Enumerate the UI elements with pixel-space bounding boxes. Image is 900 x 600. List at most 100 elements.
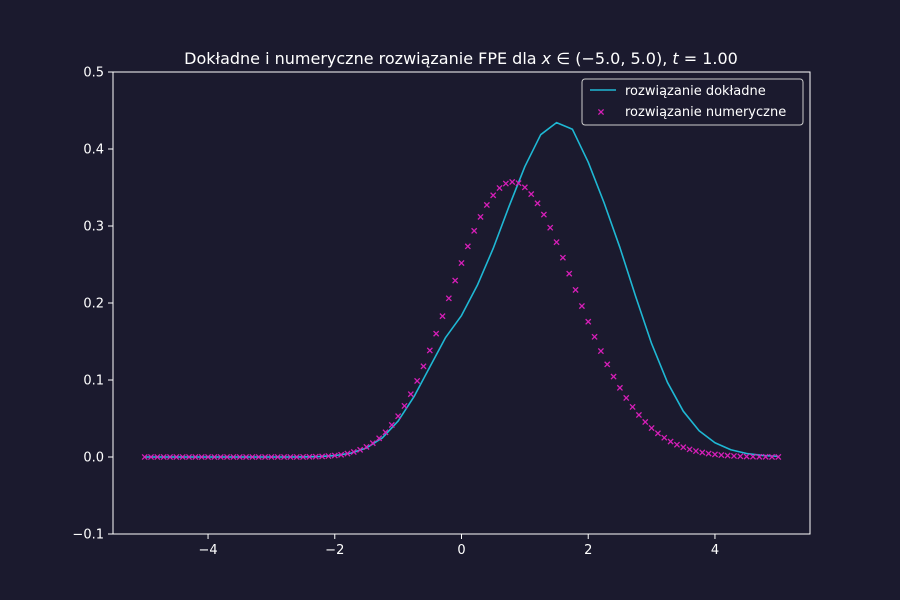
numeric-point: [211, 453, 218, 461]
numeric-point: [179, 453, 186, 461]
numeric-point: [452, 277, 459, 284]
numeric-point: [306, 453, 313, 460]
numeric-point: [483, 201, 490, 209]
numeric-point: [610, 373, 617, 380]
x-tick-label: 0: [457, 543, 465, 558]
numeric-point: [192, 453, 199, 461]
numeric-point: [680, 444, 687, 451]
numeric-point: [604, 361, 611, 368]
numeric-point: [255, 453, 262, 461]
numeric-point: [414, 377, 421, 384]
chart-title-prefix: Dokładne i numeryczne rozwiązanie FPE dl…: [184, 49, 542, 68]
numeric-point: [528, 191, 535, 198]
x-tick-label: 2: [584, 543, 592, 558]
numeric-point: [667, 438, 674, 445]
numeric-point: [718, 452, 725, 459]
numeric-point: [515, 180, 522, 187]
numeric-point: [395, 413, 402, 420]
numeric-point: [673, 441, 680, 448]
numeric-point: [439, 313, 446, 320]
y-tick-label: 0.4: [83, 143, 104, 158]
legend-exact-label: rozwiązanie dokładne: [625, 84, 766, 99]
numeric-point: [274, 453, 281, 461]
series-exact: [144, 121, 779, 458]
numeric-point: [464, 243, 471, 250]
numeric-point: [338, 451, 345, 458]
legend-numeric-swatch: [597, 108, 605, 116]
numeric-point: [711, 451, 719, 458]
numeric-point: [141, 453, 148, 461]
numeric-point: [312, 453, 319, 460]
numeric-point: [661, 434, 668, 441]
numeric-point: [559, 254, 566, 261]
x-tick-label: −2: [325, 543, 344, 558]
numeric-point: [350, 448, 357, 456]
numeric-point: [325, 453, 332, 460]
y-tick-label: −0.1: [72, 528, 104, 543]
numeric-point: [223, 453, 231, 461]
numeric-point: [692, 448, 700, 455]
numeric-point: [756, 453, 763, 460]
numeric-point: [509, 178, 516, 186]
numeric-point: [566, 270, 573, 277]
numeric-point: [648, 424, 655, 432]
numeric-point: [705, 450, 712, 457]
numeric-point: [553, 239, 560, 246]
numeric-point: [471, 227, 478, 234]
numeric-point: [401, 402, 408, 410]
numeric-point: [344, 450, 351, 457]
x-tick-label: 4: [711, 543, 719, 558]
chart-title-var-t: t: [672, 49, 679, 68]
numeric-point: [623, 394, 630, 402]
numeric-point: [363, 443, 370, 450]
numeric-point: [490, 192, 497, 199]
x-axis: −4 −2 0 2 4: [198, 534, 719, 558]
numeric-point: [262, 453, 269, 461]
numeric-point: [629, 403, 636, 411]
numeric-point: [572, 286, 579, 293]
numeric-point: [496, 184, 503, 192]
numeric-point: [287, 453, 294, 461]
numeric-point: [230, 453, 237, 461]
y-tick-label: 0.1: [83, 374, 104, 389]
numeric-point: [376, 435, 383, 442]
numeric-point: [534, 200, 541, 207]
chart-title: Dokładne i numeryczne rozwiązanie FPE dl…: [184, 49, 738, 68]
numeric-point: [699, 449, 706, 456]
numeric-point: [426, 347, 433, 354]
numeric-point: [369, 440, 376, 447]
numeric-point: [616, 384, 623, 391]
numeric-point: [458, 259, 465, 267]
numeric-point: [420, 363, 427, 370]
numeric-point: [166, 453, 174, 461]
numeric-point: [185, 453, 193, 461]
numeric-point: [281, 453, 288, 461]
numeric-point: [635, 411, 642, 419]
numeric-point: [243, 453, 250, 461]
numeric-point: [578, 302, 585, 310]
numeric-point: [433, 330, 440, 337]
numeric-point: [154, 453, 161, 461]
numeric-point: [382, 429, 389, 436]
legend-box: [581, 78, 804, 126]
numeric-point: [217, 453, 224, 461]
chart-title-mid: ∈ (−5.0, 5.0),: [551, 49, 672, 68]
numeric-point: [737, 453, 744, 460]
legend: rozwiązanie dokładne rozwiązanie numeryc…: [581, 78, 804, 126]
chart-title-var-x: x: [541, 49, 552, 68]
numeric-point: [768, 453, 776, 460]
numeric-point: [407, 391, 414, 398]
numeric-point: [585, 318, 592, 325]
numeric-point: [762, 453, 769, 460]
numeric-point: [357, 446, 364, 453]
numeric-point: [198, 453, 205, 461]
numeric-point: [268, 453, 275, 461]
numeric-point: [204, 453, 212, 461]
numeric-point: [686, 446, 693, 453]
numeric-point: [249, 453, 256, 461]
numeric-point: [540, 211, 547, 218]
plot-frame: [112, 71, 811, 535]
numeric-point: [236, 453, 243, 461]
numeric-point: [654, 430, 661, 437]
y-axis: −0.1 0.0 0.1 0.2 0.3 0.4 0.5: [72, 66, 113, 543]
